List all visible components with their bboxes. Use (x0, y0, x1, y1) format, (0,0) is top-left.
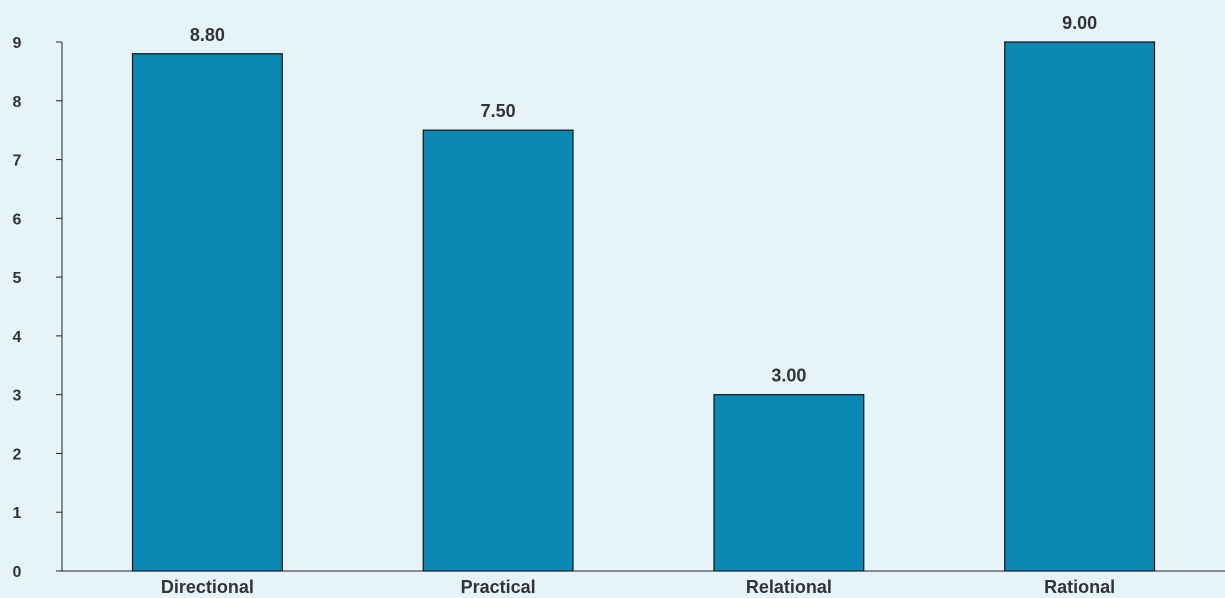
y-tick-label: 1 (13, 505, 22, 522)
y-tick-label: 7 (13, 153, 22, 170)
y-tick-label: 6 (13, 211, 22, 228)
value-label-directional: 8.80 (190, 25, 225, 45)
y-axis: 0 1 2 3 4 5 6 7 8 9 (13, 35, 63, 581)
value-label-relational: 3.00 (771, 366, 806, 386)
x-axis: Directional Practical Relational Rational (62, 570, 1225, 597)
y-tick-label: 5 (13, 270, 22, 287)
bar-relational (713, 394, 865, 572)
x-tick-label-rational: Rational (1044, 577, 1115, 597)
x-tick-label-relational: Relational (746, 577, 832, 597)
y-tick-label: 4 (13, 329, 22, 346)
y-tick-label: 9 (13, 35, 22, 52)
y-tick-label: 2 (13, 446, 22, 463)
x-tick-label-practical: Practical (461, 577, 536, 597)
y-tick-label: 3 (13, 388, 22, 405)
y-tick-label: 0 (13, 564, 22, 581)
y-tick-label: 8 (13, 94, 22, 111)
bars: 8.80 7.50 3.00 9.00 (131, 13, 1156, 572)
x-tick-label-directional: Directional (161, 577, 254, 597)
bar-rational (1004, 41, 1156, 572)
bar-practical (422, 129, 574, 572)
bar-directional (131, 53, 283, 572)
value-label-rational: 9.00 (1062, 13, 1097, 33)
value-label-practical: 7.50 (481, 101, 516, 121)
